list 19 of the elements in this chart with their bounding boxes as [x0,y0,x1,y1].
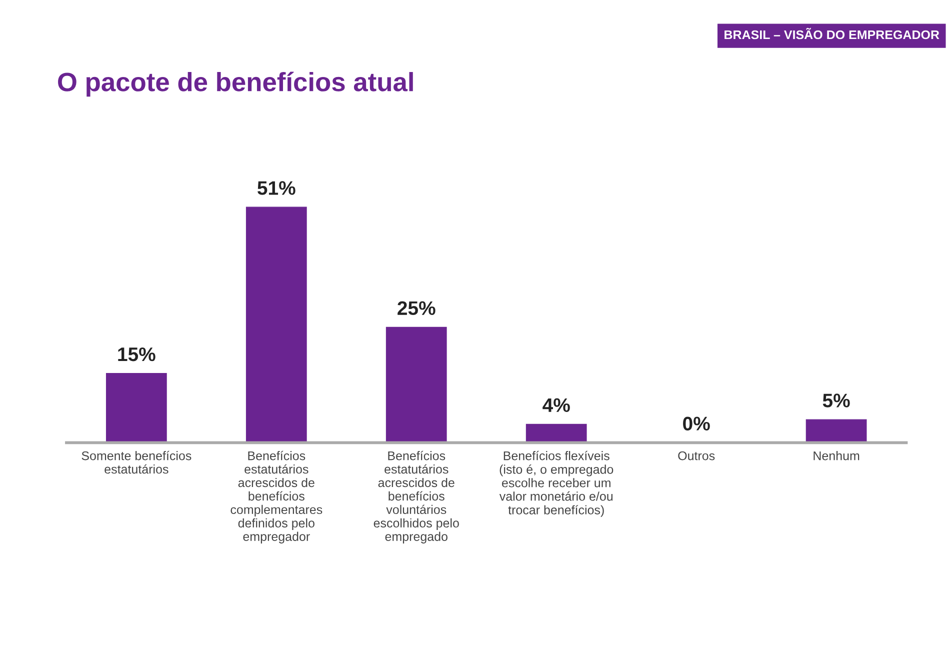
data-label: 25% [398,301,436,316]
x-tick-label: Benefícios estatutários acrescidos de benefícios complementares definidos pelo empregador [230,450,322,544]
bar [806,419,867,443]
bar [526,424,587,443]
chart-subtitle: BRASIL – VISÃO DO EMPREGADOR [724,28,940,40]
x-tick-label: Nenhum [814,451,860,460]
bar [246,206,307,443]
x-tick-label: Benefícios flexíveis (isto é, o empregado escolhe receber um valor monetário e/ou trocar benefícios) [499,450,614,517]
bar [106,373,167,443]
x-tick-label: Outros [678,451,715,460]
x-tick-label: Benefícios estatutários acrescidos de benefícios voluntários escolhidos pelo empregado [374,450,459,544]
bar [386,326,447,443]
chart-title: O pacote de benefícios atual [58,72,413,97]
data-label: 5% [822,394,850,408]
data-label: 15% [118,347,156,362]
data-label: 4% [542,398,570,412]
data-label: 0% [683,416,710,431]
x-tick-label: Somente benefícios estatutários [82,450,192,474]
data-label: 51% [258,181,296,195]
